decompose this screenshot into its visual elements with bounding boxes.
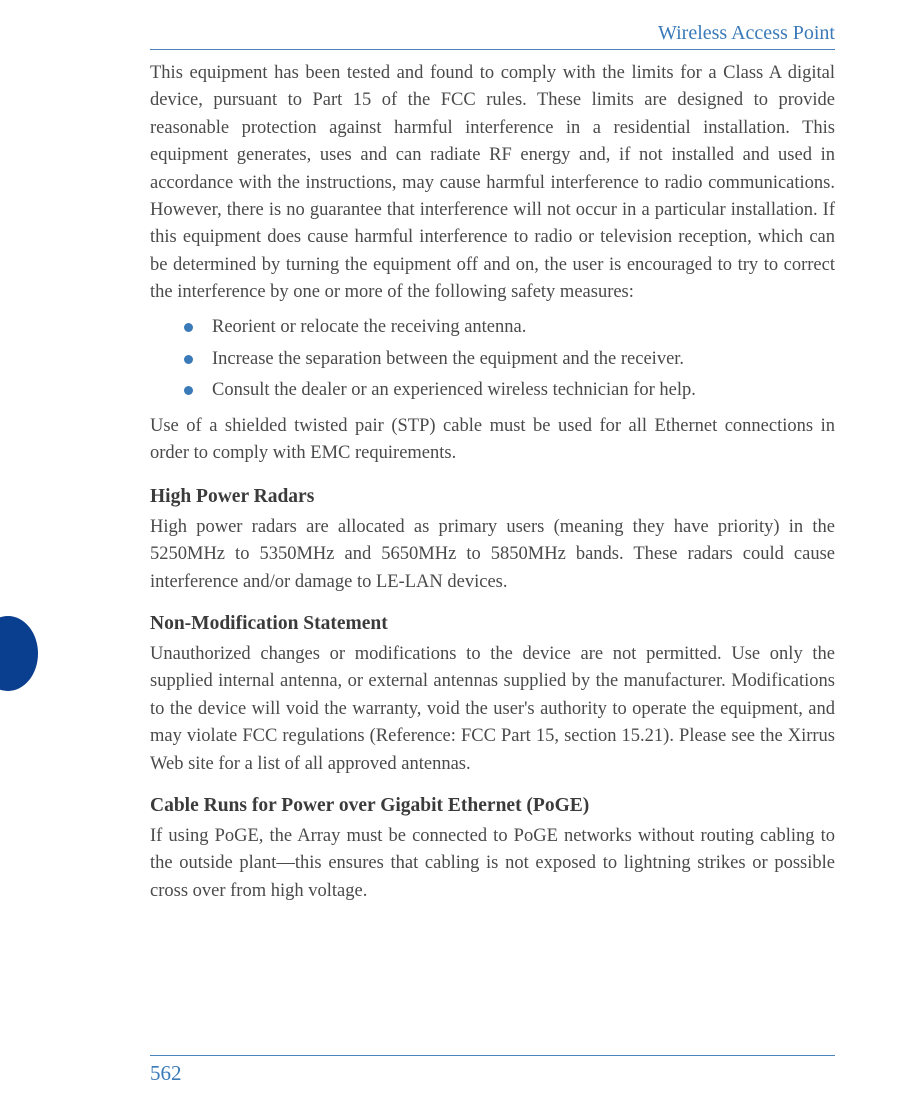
list-item: Increase the separation between the equi… bbox=[184, 346, 835, 373]
bullet-list: Reorient or relocate the receiving anten… bbox=[184, 314, 835, 404]
section: Cable Runs for Power over Gigabit Ethern… bbox=[150, 792, 835, 905]
header-title: Wireless Access Point bbox=[658, 22, 835, 44]
section: Non-Modification Statement Unauthorized … bbox=[150, 610, 835, 778]
section-heading: Cable Runs for Power over Gigabit Ethern… bbox=[150, 792, 835, 821]
list-item-text: Consult the dealer or an experienced wir… bbox=[212, 380, 696, 400]
list-item-text: Reorient or relocate the receiving anten… bbox=[212, 317, 526, 337]
footer-rule bbox=[150, 1055, 835, 1056]
section-body: Unauthorized changes or modifications to… bbox=[150, 641, 835, 778]
list-item-text: Increase the separation between the equi… bbox=[212, 349, 684, 369]
after-bullets-paragraph: Use of a shielded twisted pair (STP) cab… bbox=[150, 413, 835, 468]
page-header: Wireless Access Point bbox=[150, 22, 835, 50]
list-item: Consult the dealer or an experienced wir… bbox=[184, 377, 835, 404]
header-rule bbox=[150, 49, 835, 50]
section: High Power Radars High power radars are … bbox=[150, 483, 835, 596]
side-tab-icon bbox=[0, 616, 38, 691]
page-number: 562 bbox=[150, 1061, 182, 1086]
section-body: If using PoGE, the Array must be connect… bbox=[150, 823, 835, 905]
section-heading: High Power Radars bbox=[150, 483, 835, 512]
section-heading: Non-Modification Statement bbox=[150, 610, 835, 639]
section-body: High power radars are allocated as prima… bbox=[150, 514, 835, 596]
intro-paragraph: This equipment has been tested and found… bbox=[150, 60, 835, 306]
page-content: This equipment has been tested and found… bbox=[150, 60, 835, 919]
list-item: Reorient or relocate the receiving anten… bbox=[184, 314, 835, 341]
